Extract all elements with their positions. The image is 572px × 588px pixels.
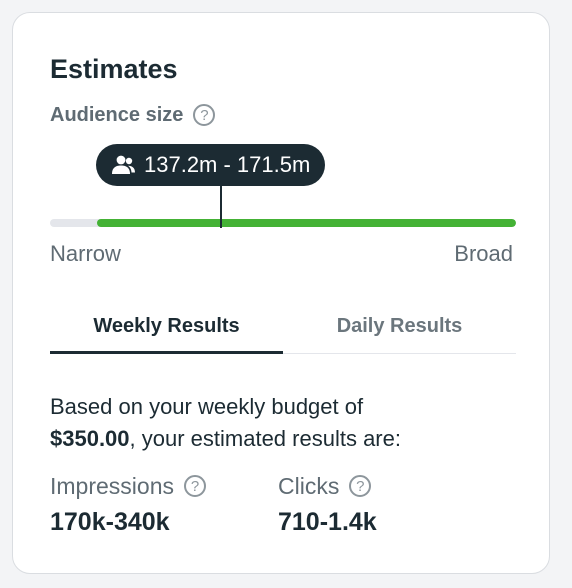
impressions-value: 170k-340k xyxy=(50,508,170,536)
tab-daily-results[interactable]: Daily Results xyxy=(336,314,463,337)
audience-size-label: Audience size xyxy=(50,103,184,126)
people-icon xyxy=(112,155,135,174)
impressions-help-icon[interactable]: ? xyxy=(183,475,206,497)
tab-weekly-results[interactable]: Weekly Results xyxy=(50,299,283,354)
impressions-metric: Impressions ? 170k-340k xyxy=(50,471,206,537)
scale-narrow-label: Narrow xyxy=(50,241,121,266)
budget-amount: $350.00 xyxy=(50,426,130,451)
audience-range-tooltip: 137.2m - 171.5m xyxy=(96,144,326,186)
audience-size-header: Audience size ? xyxy=(50,101,216,129)
audience-size-marker xyxy=(220,186,222,228)
audience-size-track xyxy=(50,219,516,227)
card-title: Estimates xyxy=(50,54,178,84)
audience-range-text: 137.2m - 171.5m xyxy=(144,152,311,177)
scale-broad-label: Broad xyxy=(454,241,513,266)
budget-description: Based on your weekly budget of $350.00, y… xyxy=(50,391,520,455)
clicks-value: 710-1.4k xyxy=(278,508,377,536)
impressions-label: Impressions xyxy=(50,472,174,499)
audience-help-icon[interactable]: ? xyxy=(193,104,216,126)
results-tabs: Weekly Results Daily Results xyxy=(50,299,516,354)
estimates-card: Estimates Audience size ? 137.2m - 171.5… xyxy=(12,12,550,574)
clicks-metric: Clicks ? 710-1.4k xyxy=(278,471,377,537)
description-suffix: , your estimated results are: xyxy=(129,426,401,451)
clicks-label: Clicks xyxy=(278,472,340,499)
clicks-help-icon[interactable]: ? xyxy=(349,475,372,497)
description-prefix: Based on your weekly budget of xyxy=(50,394,364,419)
audience-size-fill xyxy=(97,219,516,227)
